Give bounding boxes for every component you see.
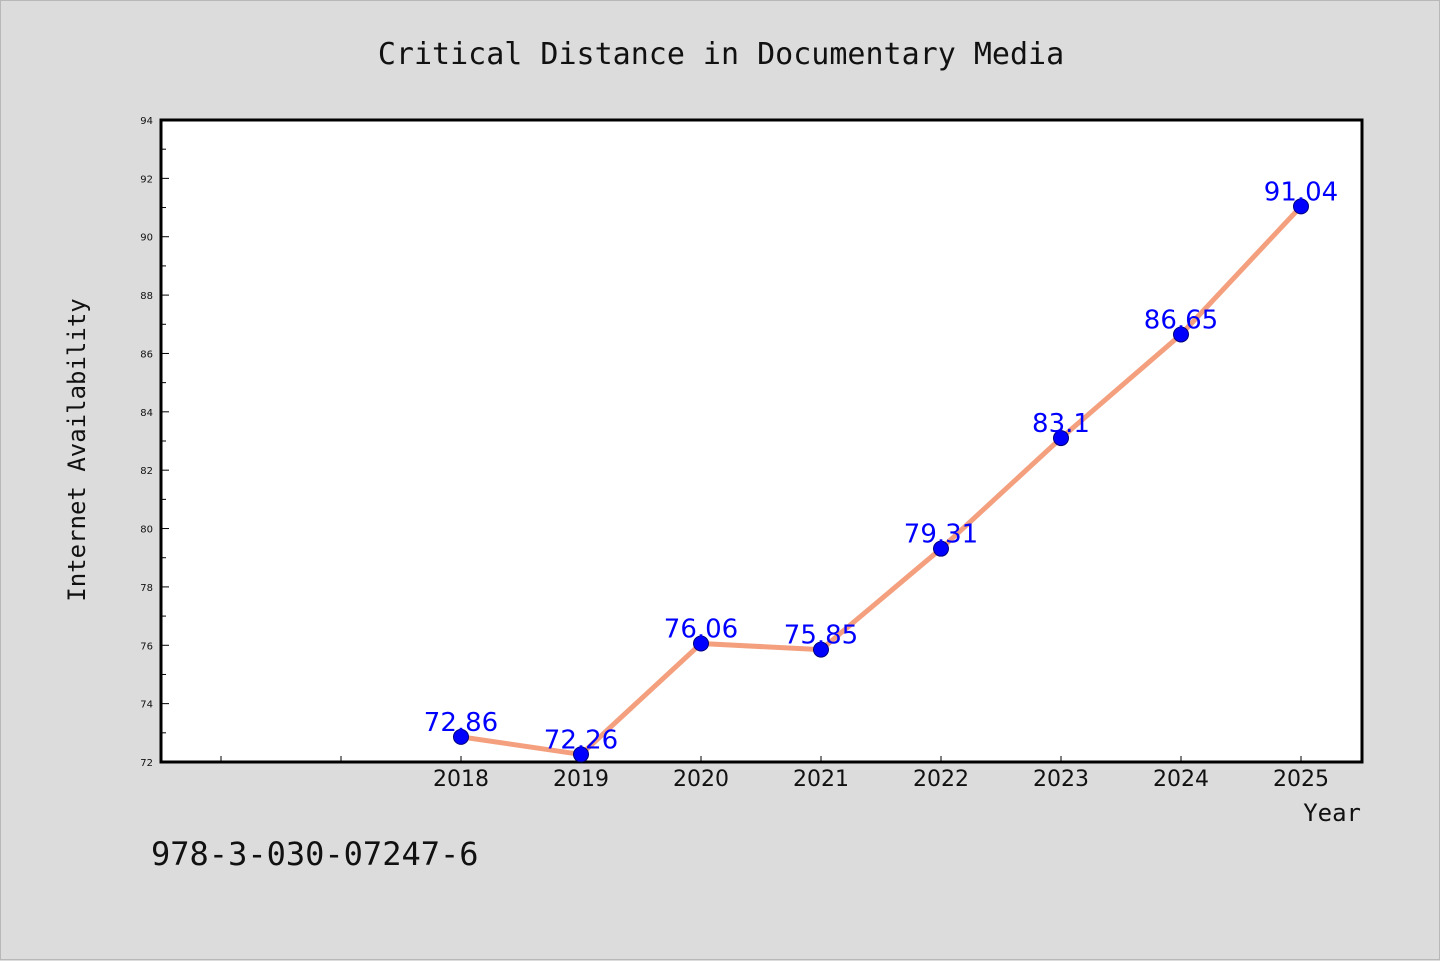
- data-label: 75.85: [784, 621, 858, 651]
- chart-title: Critical Distance in Documentary Media: [378, 37, 1064, 72]
- plot-area: [159, 118, 1364, 764]
- y-tick-label: 92: [140, 174, 153, 185]
- x-tick-label: 2021: [793, 767, 849, 792]
- data-point: [1053, 430, 1069, 447]
- y-tick-label: 80: [140, 525, 153, 536]
- y-tick-label: 94: [140, 116, 153, 127]
- y-tick-label: 74: [140, 700, 153, 711]
- series-line: [458, 203, 1304, 757]
- data-point: [1173, 326, 1189, 343]
- y-tick-label: 86: [140, 349, 153, 360]
- x-tick-label: 2024: [1153, 767, 1209, 792]
- x-tick-label: 2022: [913, 767, 969, 792]
- y-tick-label: 88: [140, 291, 153, 302]
- data-point: [813, 641, 829, 658]
- y-tick-label: 84: [140, 408, 153, 419]
- series-layer: 72.86 72.26 76.06 75.85 79.31 83.1 86.65 91.04: [424, 177, 1338, 763]
- data-label: 72.26: [544, 725, 618, 755]
- data-label: 83.1: [1032, 409, 1090, 439]
- data-label: 91.04: [1264, 177, 1338, 207]
- data-point: [693, 635, 709, 652]
- x-tick-label: 2020: [673, 767, 729, 792]
- y-tick-label: 72: [140, 758, 153, 769]
- x-axis-label: Year: [1303, 799, 1361, 827]
- data-point: [453, 728, 469, 745]
- x-tick-label: 2019: [553, 767, 609, 792]
- x-tick-label: 2018: [433, 767, 489, 792]
- y-tick-label: 78: [140, 583, 153, 594]
- y-tick-label: 90: [140, 233, 153, 244]
- x-tick-label: 2023: [1033, 767, 1089, 792]
- footer-code: 978-3-030-07247-6: [151, 835, 479, 873]
- y-axis-ticks: 72 74 76 78 80 82 84 86 88 90 92 94: [140, 116, 169, 769]
- data-label: 76.06: [664, 615, 738, 645]
- y-tick-label: 76: [140, 641, 153, 652]
- x-axis-ticks: 2018 2019 2020 2021 2022 2023 2024 2025: [220, 756, 1329, 792]
- x-tick-label: 2025: [1273, 767, 1329, 792]
- data-label: 86.65: [1144, 305, 1218, 335]
- data-point: [1293, 198, 1309, 215]
- data-point: [933, 540, 949, 557]
- data-label: 79.31: [904, 520, 978, 550]
- data-label: 72.86: [424, 708, 498, 738]
- y-tick-label: 82: [140, 466, 153, 477]
- y-axis-label: Internet Availability: [63, 298, 91, 601]
- data-point: [573, 746, 589, 763]
